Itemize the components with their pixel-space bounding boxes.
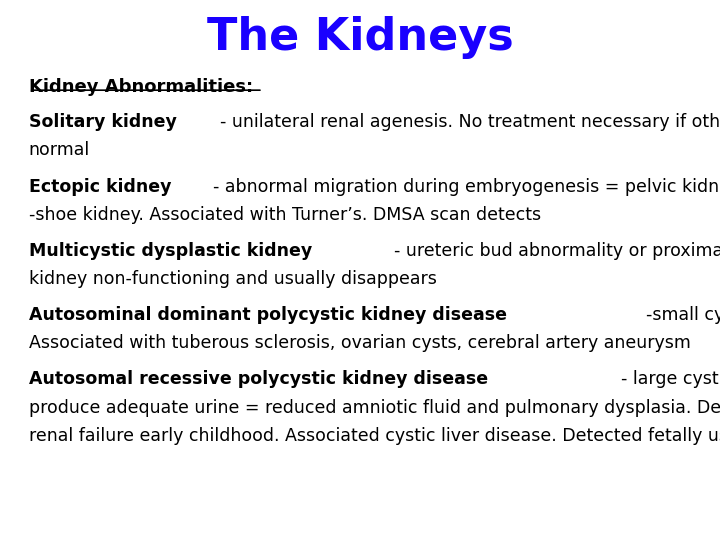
Text: The Kidneys: The Kidneys — [207, 16, 513, 59]
Text: Multicystic dysplastic kidney: Multicystic dysplastic kidney — [29, 242, 312, 260]
Text: - unilateral renal agenesis. No treatment necessary if other kidney is: - unilateral renal agenesis. No treatmen… — [220, 113, 720, 131]
Text: kidney non-functioning and usually disappears: kidney non-functioning and usually disap… — [29, 270, 436, 288]
Text: - ureteric bud abnormality or proximal ureteric atresia.: - ureteric bud abnormality or proximal u… — [395, 242, 720, 260]
Text: Kidney Abnormalities:: Kidney Abnormalities: — [29, 78, 253, 96]
Text: -small cysts throughout kidney.: -small cysts throughout kidney. — [646, 306, 720, 324]
Text: -shoe kidney. Associated with Turner’s. DMSA scan detects: -shoe kidney. Associated with Turner’s. … — [29, 206, 541, 224]
Text: Solitary kidney: Solitary kidney — [29, 113, 176, 131]
Text: Ectopic kidney: Ectopic kidney — [29, 178, 171, 195]
Text: - abnormal migration during embryogenesis = pelvic kidney or horse: - abnormal migration during embryogenesi… — [212, 178, 720, 195]
Text: Autosomal recessive polycystic kidney disease: Autosomal recessive polycystic kidney di… — [29, 370, 488, 388]
Text: produce adequate urine = reduced amniotic fluid and pulmonary dysplasia. Develop: produce adequate urine = reduced amnioti… — [29, 399, 720, 416]
Text: renal failure early childhood. Associated cystic liver disease. Detected fetally: renal failure early childhood. Associate… — [29, 427, 720, 444]
Text: Autosominal dominant polycystic kidney disease: Autosominal dominant polycystic kidney d… — [29, 306, 507, 324]
Text: - large cystic kidneys don’t: - large cystic kidneys don’t — [621, 370, 720, 388]
Text: normal: normal — [29, 141, 90, 159]
Text: Associated with tuberous sclerosis, ovarian cysts, cerebral artery aneurysm: Associated with tuberous sclerosis, ovar… — [29, 334, 690, 352]
